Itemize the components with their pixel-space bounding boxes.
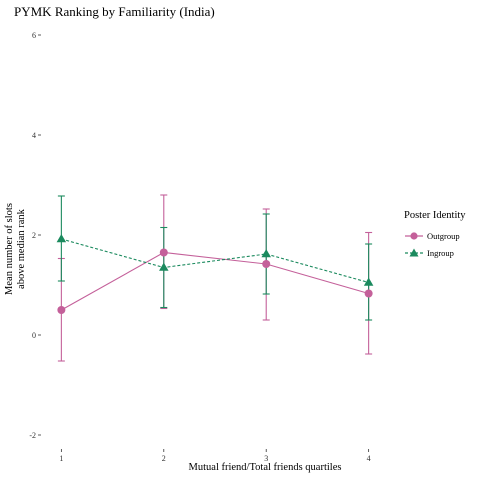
y-tick-label: 0 — [32, 331, 36, 340]
y-tick-label: 6 — [32, 31, 36, 40]
data-point-outgroup — [57, 306, 66, 314]
y-tick-label: 2 — [32, 231, 36, 240]
chart-title: PYMK Ranking by Familiarity (India) — [14, 4, 215, 19]
y-tick-label: 4 — [32, 131, 36, 140]
x-tick-label: 4 — [367, 454, 371, 463]
data-point-ingroup — [363, 277, 374, 286]
legend-label-ingroup: Ingroup — [427, 247, 454, 258]
y-axis-label-line-2: above median rank — [16, 209, 27, 289]
legend-key-outgroup — [405, 231, 423, 240]
y-axis-label-line-1: Mean number of slots — [4, 203, 15, 295]
series-layer — [56, 194, 374, 362]
x-tick-label: 1 — [59, 454, 63, 463]
series-line-ingroup — [61, 238, 369, 284]
x-axis-label: Mutual friend/Total friends quartiles — [188, 462, 342, 473]
x-tick-label: 3 — [264, 454, 268, 463]
legend-label-outgroup: Outgroup — [427, 230, 460, 241]
axes: -2 0 2 4 6 1 2 3 4 — [29, 31, 370, 463]
data-point-outgroup — [159, 248, 168, 257]
y-tick-label: -2 — [29, 431, 36, 440]
legend-title: Poster Identity — [404, 210, 466, 221]
series-line-outgroup — [61, 251, 369, 311]
legend-item-outgroup: Outgroup — [404, 227, 466, 244]
data-point-ingroup — [56, 234, 67, 243]
data-point-ingroup — [261, 249, 271, 258]
data-point-outgroup — [364, 289, 373, 298]
legend: Poster Identity Outgroup Ingroup — [404, 210, 466, 261]
legend-item-ingroup: Ingroup — [404, 244, 466, 261]
y-axis-label: Mean number of slots above median rank — [4, 149, 28, 349]
legend-key-ingroup — [405, 248, 423, 256]
x-tick-label: 2 — [162, 454, 166, 463]
data-point-ingroup — [159, 262, 169, 271]
data-point-outgroup — [262, 260, 271, 268]
